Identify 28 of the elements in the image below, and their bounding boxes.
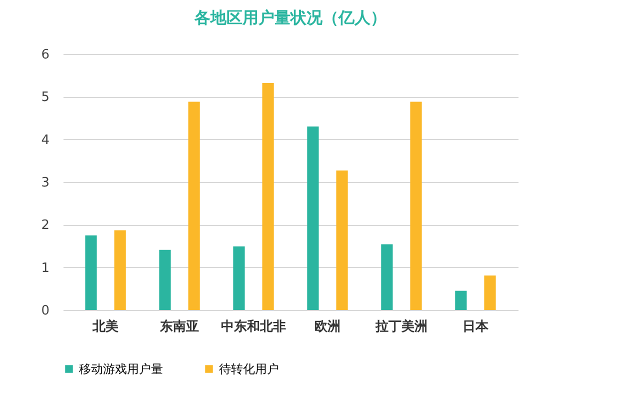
- x-tick-label: 东南亚: [159, 318, 200, 334]
- bar: [114, 230, 126, 310]
- bar: [188, 102, 200, 310]
- y-tick-label: 5: [41, 90, 50, 106]
- legend-label: 移动游戏用户量: [79, 362, 163, 376]
- bar: [484, 275, 496, 310]
- y-tick-label: 0: [41, 304, 50, 318]
- y-tick-label: 6: [41, 48, 50, 62]
- y-tick-label: 4: [41, 132, 50, 148]
- x-tick-label: 拉丁美洲: [374, 318, 428, 334]
- bar: [455, 290, 467, 310]
- bar: [336, 170, 348, 310]
- bar: [381, 244, 393, 310]
- y-tick-label: 2: [41, 218, 50, 234]
- y-tick-label: 1: [41, 260, 50, 276]
- bar: [410, 102, 422, 310]
- chart-title: 各地区用户量状况（亿人）: [194, 8, 386, 27]
- y-tick-label: 3: [41, 176, 50, 190]
- bar: [159, 250, 171, 310]
- bar: [307, 126, 319, 310]
- bar: [85, 235, 97, 310]
- legend-label: 待转化用户: [219, 362, 279, 376]
- x-tick-label: 日本: [462, 320, 490, 334]
- bar: [233, 246, 245, 310]
- bar: [262, 83, 274, 310]
- x-tick-label: 欧洲: [314, 320, 340, 334]
- x-tick-label: 中东和北非: [221, 318, 286, 334]
- x-tick-label: 北美: [92, 318, 119, 334]
